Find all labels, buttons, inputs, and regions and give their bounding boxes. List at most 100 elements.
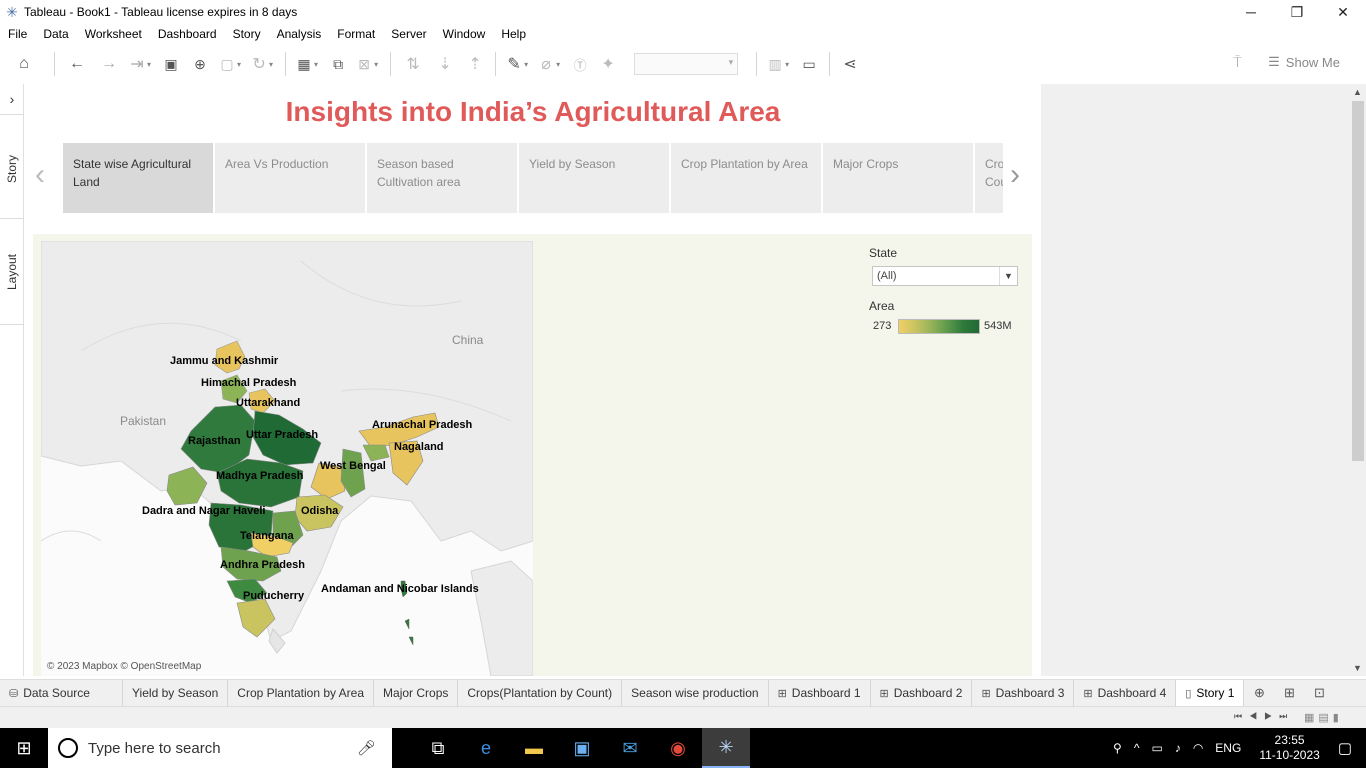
scroll-thumb[interactable]: [1352, 101, 1364, 461]
menu-analysis[interactable]: Analysis: [276, 27, 322, 41]
tab-story-pane[interactable]: Story: [0, 124, 24, 214]
task-view-icon[interactable]: ⧉: [431, 737, 445, 758]
notifications-icon[interactable]: ▢: [1337, 740, 1352, 757]
group-members-icon[interactable]: ⌀: [541, 56, 551, 73]
new-story-icon[interactable]: ⊡: [1313, 685, 1325, 700]
replay-icon[interactable]: ⇥: [130, 56, 144, 73]
battery-icon[interactable]: ▭: [1151, 741, 1163, 755]
new-worksheet-icon[interactable]: ⊕: [1253, 685, 1265, 700]
toolbar-divider: [390, 52, 392, 76]
new-dashboard-icon[interactable]: ⊞: [1283, 685, 1295, 700]
menu-story[interactable]: Story: [232, 27, 261, 41]
fit-dropdown[interactable]: [634, 53, 739, 75]
close-button[interactable]: ✕: [1337, 3, 1349, 20]
sort-ascending-icon[interactable]: ⇣: [438, 56, 452, 73]
tab-yield-by-season[interactable]: Yield by Season: [123, 679, 229, 707]
chevron-up-icon[interactable]: ^: [1133, 741, 1140, 755]
previous-story-point-icon[interactable]: ‹: [35, 158, 45, 191]
story-point-major-crops[interactable]: Major Crops: [823, 143, 973, 213]
menu-data[interactable]: Data: [43, 27, 69, 41]
tab-layout-pane[interactable]: Layout: [0, 226, 24, 318]
new-worksheet-dropdown-icon[interactable]: ▾: [314, 59, 319, 69]
menu-format[interactable]: Format: [337, 27, 376, 41]
tab-crop-plantation-by-area[interactable]: Crop Plantation by Area: [228, 679, 375, 707]
restore-button[interactable]: ❐: [1290, 3, 1304, 20]
tab-dashboard-3[interactable]: ⊞ Dashboard 3: [972, 679, 1075, 707]
sheet-view-icons[interactable]: ▦▤▮: [1304, 712, 1343, 724]
scroll-up-icon[interactable]: ▲: [1353, 87, 1362, 97]
pause-updates-icon[interactable]: ▢: [220, 55, 234, 72]
edge-icon[interactable]: e: [480, 737, 491, 758]
microphone-icon[interactable]: 🎤︎: [356, 740, 376, 757]
save-icon[interactable]: ▣: [164, 55, 178, 72]
clock[interactable]: 23:55 11-10-2023: [1259, 733, 1320, 763]
tab-major-crops[interactable]: Major Crops: [374, 679, 459, 707]
story-point-season-based[interactable]: Season based Cultivation area: [367, 143, 517, 213]
state-filter-dropdown[interactable]: (All) ▼: [872, 266, 1018, 286]
language-indicator[interactable]: ENG: [1215, 741, 1242, 755]
menu-file[interactable]: File: [8, 27, 28, 41]
expand-pane-icon[interactable]: ›: [9, 91, 15, 107]
state-filter-value: (All): [877, 270, 897, 282]
chrome-icon[interactable]: ◉: [670, 737, 686, 758]
volume-icon[interactable]: ♪: [1174, 741, 1181, 755]
refresh-icon[interactable]: ↻: [252, 56, 266, 73]
story-point-crop-plantation[interactable]: Crop Plantation by Area: [671, 143, 821, 213]
tab-dashboard-4[interactable]: ⊞ Dashboard 4: [1074, 679, 1177, 707]
home-icon[interactable]: ⌂: [19, 55, 29, 72]
menu-server[interactable]: Server: [391, 27, 427, 41]
menu-worksheet[interactable]: Worksheet: [84, 27, 142, 41]
show-cards-icon[interactable]: ▥: [768, 55, 782, 72]
fix-axes-icon[interactable]: ✦: [601, 56, 615, 73]
india-map[interactable]: China Pakistan Jammu and Kashmir Himacha…: [41, 241, 533, 676]
redo-icon[interactable]: →: [101, 55, 117, 72]
vertical-scrollbar[interactable]: ▲ ▼: [1350, 84, 1366, 676]
tab-dashboard-1[interactable]: ⊞ Dashboard 1: [769, 679, 871, 707]
group-dropdown-icon[interactable]: ▾: [556, 59, 561, 69]
pause-dropdown-icon[interactable]: ▾: [237, 59, 242, 69]
story-point-area-vs-production[interactable]: Area Vs Production: [215, 143, 365, 213]
store-icon[interactable]: ▣: [573, 737, 591, 758]
clear-dropdown-icon[interactable]: ▾: [374, 59, 379, 69]
swap-axes-icon[interactable]: ⇅: [406, 56, 420, 73]
undo-icon[interactable]: ←: [69, 55, 85, 72]
clear-sheet-icon[interactable]: ⊠: [358, 55, 370, 72]
new-data-source-icon[interactable]: ⊕: [194, 55, 206, 72]
story-point-yield-by-season[interactable]: Yield by Season: [519, 143, 669, 213]
tab-dashboard-2[interactable]: ⊞ Dashboard 2: [871, 679, 973, 707]
minimize-button[interactable]: ─: [1246, 4, 1256, 20]
file-explorer-icon[interactable]: ▬: [525, 737, 543, 758]
taskbar-search-box[interactable]: Type here to search 🎤︎: [48, 728, 392, 768]
highlight-icon[interactable]: ✎: [507, 56, 521, 73]
highlight-dropdown-icon[interactable]: ▾: [524, 59, 529, 69]
replay-dropdown-icon[interactable]: ▾: [147, 59, 152, 69]
windows-start-icon[interactable]: ⊞: [16, 737, 32, 758]
menu-help[interactable]: Help: [501, 27, 526, 41]
wifi-icon[interactable]: ◠: [1192, 741, 1204, 755]
tab-story-1[interactable]: ▯ Story 1: [1176, 679, 1245, 707]
tab-layout-label: Layout: [5, 253, 19, 291]
duplicate-icon[interactable]: ⧉: [333, 55, 344, 72]
people-icon[interactable]: ⚲: [1113, 741, 1122, 755]
share-icon[interactable]: ⋖: [843, 56, 857, 73]
show-me-button[interactable]: ☰ Show Me: [1268, 54, 1340, 70]
scroll-down-icon[interactable]: ▼: [1353, 663, 1362, 673]
sheet-navigation-icons[interactable]: ⏮◀▶⏭: [1234, 711, 1295, 721]
next-story-point-icon[interactable]: ›: [1010, 158, 1020, 191]
story-point-state-wise[interactable]: State wise Agricultural Land: [63, 143, 213, 213]
paint-brush-icon[interactable]: ⍑: [1232, 54, 1242, 71]
presentation-mode-icon[interactable]: ▭: [802, 55, 816, 72]
show-labels-icon[interactable]: Ⓣ: [573, 57, 587, 73]
new-worksheet-icon[interactable]: ▦: [297, 55, 311, 72]
story-point-crops-count[interactable]: Crops(Plantation by Count): [975, 143, 1003, 213]
show-cards-dropdown-icon[interactable]: ▾: [785, 59, 790, 69]
refresh-dropdown-icon[interactable]: ▾: [269, 59, 274, 69]
menu-dashboard[interactable]: Dashboard: [157, 27, 217, 41]
sort-descending-icon[interactable]: ⇡: [468, 56, 482, 73]
tab-crops-plantation-count[interactable]: Crops(Plantation by Count): [458, 679, 623, 707]
tab-season-wise-production[interactable]: Season wise production: [622, 679, 769, 707]
mail-icon[interactable]: ✉: [622, 737, 638, 758]
tab-data-source[interactable]: ⛁ Data Source: [0, 679, 123, 707]
tableau-taskbar-icon[interactable]: ✳: [702, 728, 750, 768]
menu-window[interactable]: Window: [442, 27, 486, 41]
